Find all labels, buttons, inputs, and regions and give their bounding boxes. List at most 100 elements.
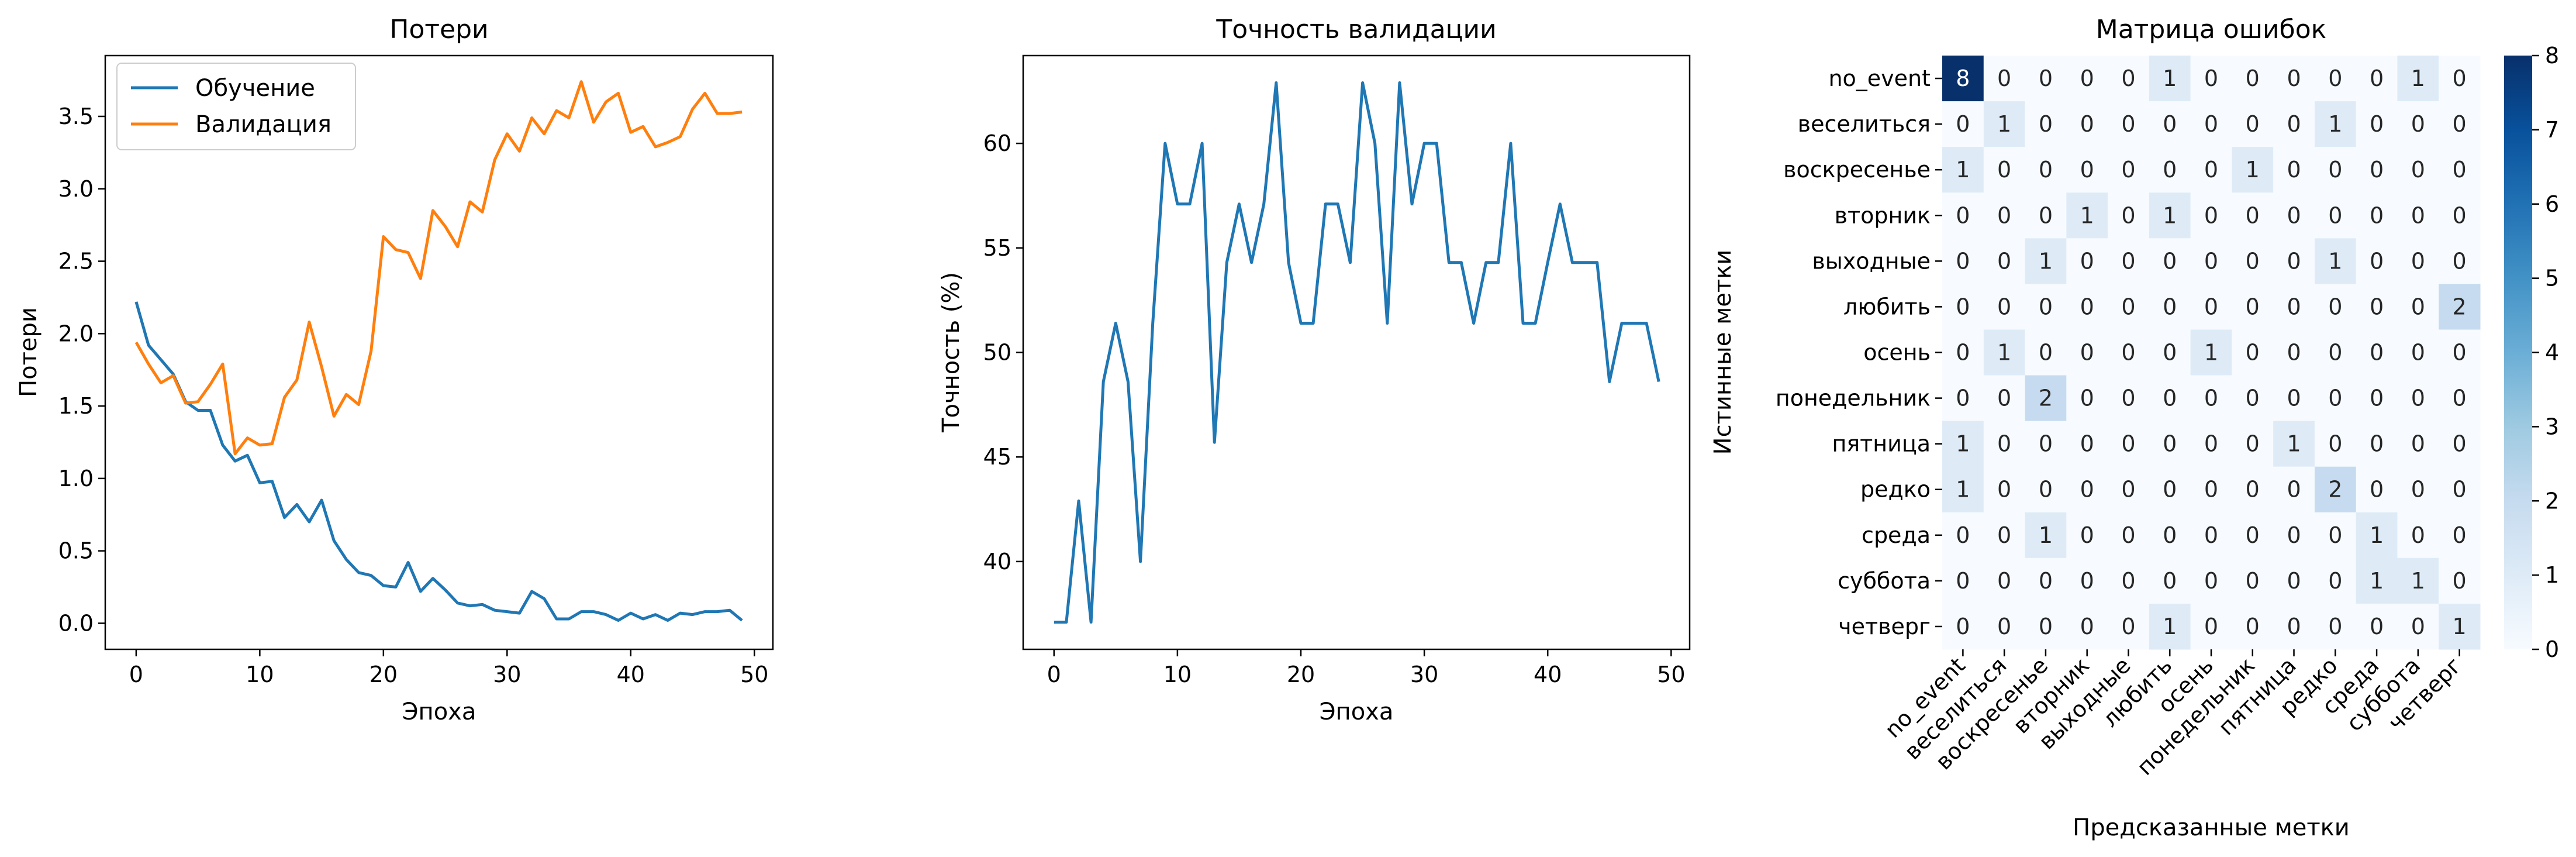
confusion-cell-value: 0: [2121, 386, 2135, 411]
confusion-cell-value: 0: [2287, 66, 2301, 91]
confusion-cell-value: 0: [1956, 202, 1970, 228]
colorbar-tick-label: 8: [2545, 43, 2559, 68]
confusion-cell-value: 0: [2121, 157, 2135, 183]
confusion-cell: [2149, 466, 2191, 513]
confusion-cell: [2190, 56, 2232, 102]
confusion-cell-value: 0: [2246, 248, 2260, 274]
confusion-cell: [2108, 101, 2150, 147]
confusion-cell-value: 0: [2080, 340, 2094, 366]
accuracy-chart-title: Точность валидации: [1216, 15, 1496, 44]
loss-y-tick-label: 2.0: [58, 321, 94, 346]
confusion-cell: [2232, 375, 2274, 422]
accuracy-y-tick-label: 45: [983, 444, 1011, 470]
confusion-cell-value: 0: [2246, 568, 2260, 594]
confusion-cell: [2356, 375, 2398, 422]
confusion-cell-value: 0: [1997, 477, 2011, 503]
confusion-cell: [1983, 466, 2026, 513]
confusion-cell-value: 0: [2163, 568, 2177, 594]
confusion-row-label: среда: [1862, 522, 1931, 548]
confusion-cell-value: 0: [2246, 66, 2260, 91]
confusion-cell-value: 0: [2163, 157, 2177, 183]
confusion-cell-value: 0: [2328, 66, 2342, 91]
confusion-cell-value: 0: [2328, 202, 2342, 228]
confusion-cell: [2356, 603, 2398, 650]
confusion-cell-value: 0: [2080, 614, 2094, 639]
loss-series-line-1: [134, 80, 743, 456]
loss-y-label: Потери: [15, 307, 42, 397]
confusion-cell: [2232, 147, 2274, 193]
confusion-cell-value: 0: [2204, 111, 2218, 137]
confusion-cell-value: 0: [2287, 202, 2301, 228]
confusion-cell: [2025, 375, 2067, 422]
confusion-cell: [2232, 329, 2274, 376]
confusion-cell: [2108, 512, 2150, 559]
confusion-row-label: любить: [1843, 294, 1931, 319]
confusion-cell-value: 0: [2121, 294, 2135, 319]
confusion-cell-value: 1: [2328, 248, 2342, 274]
confusion-cell: [2190, 375, 2232, 422]
confusion-cell-value: 2: [2039, 386, 2053, 411]
confusion-cell-value: 0: [2080, 386, 2094, 411]
confusion-cell: [1983, 192, 2026, 239]
confusion-cell: [2397, 147, 2439, 193]
confusion-cell-value: 0: [2080, 66, 2094, 91]
confusion-cell: [2397, 101, 2439, 147]
confusion-cell: [2108, 421, 2150, 467]
confusion-cell-value: 0: [1997, 522, 2011, 548]
confusion-cell: [2190, 421, 2232, 467]
confusion-cell: [2397, 192, 2439, 239]
colorbar: [2504, 56, 2532, 649]
confusion-cell-value: 0: [2370, 340, 2384, 366]
confusion-cell: [2149, 603, 2191, 650]
confusion-cell-value: 1: [1997, 111, 2011, 137]
confusion-row-label: пятница: [1832, 431, 1931, 457]
confusion-cell: [2356, 56, 2398, 102]
confusion-cell: [2066, 557, 2108, 604]
confusion-cell-value: 0: [2246, 522, 2260, 548]
confusion-cell-value: 0: [2246, 111, 2260, 137]
confusion-cell-value: 0: [2411, 340, 2425, 366]
confusion-cell: [2066, 329, 2108, 376]
confusion-cell-value: 1: [2453, 614, 2467, 639]
confusion-cell-value: 0: [2411, 477, 2425, 503]
confusion-cell: [2439, 101, 2481, 147]
confusion-cell-value: 0: [2453, 157, 2467, 183]
confusion-row-label: выходные: [1812, 248, 1931, 274]
confusion-cell-value: 0: [2121, 614, 2135, 639]
confusion-cell: [1983, 512, 2026, 559]
confusion-cell: [1942, 147, 1984, 193]
confusion-row-labels: no_event веселиться воскресенье вторник выхо…: [1776, 66, 1942, 639]
accuracy-series-line-0: [1054, 81, 1660, 624]
confusion-cell-value: 0: [1997, 66, 2011, 91]
colorbar-tick-label: 7: [2545, 117, 2559, 143]
confusion-cell: [2025, 56, 2067, 102]
confusion-cell-value: 0: [2246, 431, 2260, 457]
confusion-cell-value: 0: [2080, 294, 2094, 319]
confusion-cell: [1983, 329, 2026, 376]
accuracy-x-tick-label: 30: [1410, 662, 1438, 687]
confusion-cell-value: 0: [2328, 522, 2342, 548]
confusion-cell: [2356, 329, 2398, 376]
confusion-cell-value: 0: [2328, 157, 2342, 183]
confusion-cell-value: 0: [2328, 340, 2342, 366]
confusion-cell: [2025, 603, 2067, 650]
loss-series-line-0: [134, 301, 743, 622]
confusion-cell: [2190, 147, 2232, 193]
confusion-cell-value: 0: [2370, 66, 2384, 91]
confusion-column-labels: no_eventвеселитьсявоскресеньевторниквыхо…: [1880, 649, 2467, 780]
accuracy-y-tick-label: 55: [983, 235, 1011, 261]
colorbar-tick-label: 3: [2545, 414, 2559, 439]
confusion-cell: [2439, 147, 2481, 193]
confusion-cell-value: 0: [1997, 614, 2011, 639]
confusion-cell-value: 0: [1997, 431, 2011, 457]
loss-y-tick-label: 0.0: [58, 610, 94, 636]
confusion-cell-value: 1: [2287, 431, 2301, 457]
confusion-cell: [1942, 603, 1984, 650]
confusion-cell: [1983, 101, 2026, 147]
confusion-cell: [2397, 284, 2439, 330]
confusion-cell-value: 0: [2246, 340, 2260, 366]
confusion-cell-value: 0: [2121, 202, 2135, 228]
accuracy-x-ticks: 0 10 20 30 40 50: [1047, 649, 1686, 687]
confusion-cell: [2314, 284, 2357, 330]
confusion-cell-value: 1: [2370, 568, 2384, 594]
